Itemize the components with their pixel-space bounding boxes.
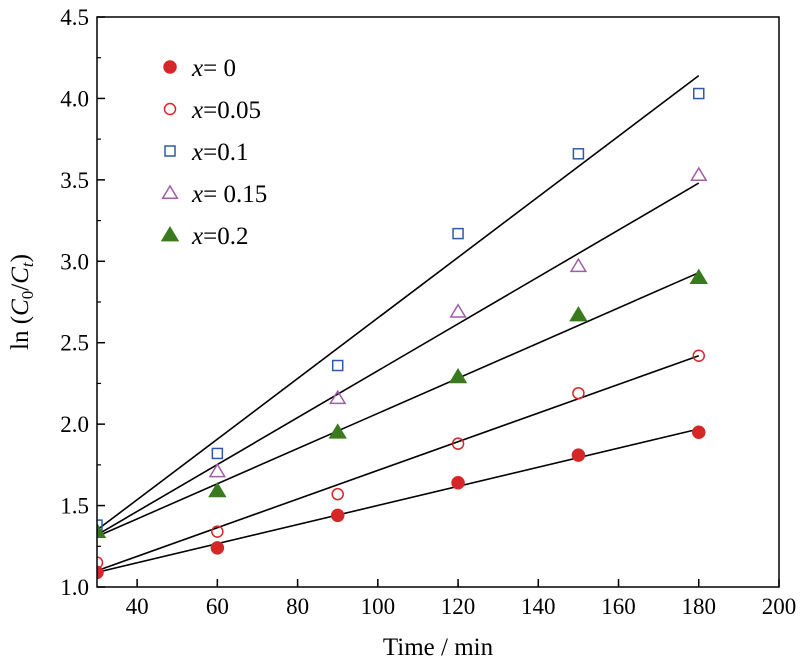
fit-line bbox=[96, 74, 700, 531]
data-point bbox=[569, 257, 588, 273]
data-point bbox=[452, 227, 464, 240]
legend-label: x= 0 bbox=[191, 55, 236, 82]
y-tick-label: 3.0 bbox=[60, 249, 89, 274]
y-axis-title-prefix: ln ( bbox=[7, 316, 34, 350]
legend-label: x=0.05 bbox=[191, 97, 261, 124]
legend-variable: x bbox=[191, 55, 203, 82]
data-point bbox=[569, 306, 588, 322]
legend-variable: x bbox=[191, 223, 203, 250]
data-point bbox=[571, 448, 586, 462]
y-tick-label: 2.5 bbox=[60, 331, 89, 356]
data-point bbox=[449, 303, 467, 318]
y-axis-ticks: 1.0 1.5 2.0 2.5 3.0 3.5 4.0 4.5 bbox=[60, 5, 105, 600]
data-point bbox=[97, 565, 104, 580]
data-point bbox=[572, 386, 585, 400]
data-point bbox=[330, 508, 345, 523]
data-point bbox=[97, 522, 107, 539]
y-axis-title-ct: C bbox=[7, 267, 34, 284]
data-point bbox=[211, 525, 224, 538]
y-tick-label: 2.0 bbox=[60, 412, 89, 437]
legend-value: =0.2 bbox=[203, 223, 248, 250]
x-tick-label: 120 bbox=[441, 594, 476, 619]
data-point bbox=[331, 359, 344, 372]
legend-variable: x bbox=[191, 97, 203, 124]
legend-marker bbox=[164, 145, 176, 157]
y-axis-title: ln (C0/Ct) bbox=[7, 254, 37, 350]
legend-value: = 0.15 bbox=[203, 181, 267, 208]
y-axis-title-c0-sub: 0 bbox=[18, 291, 37, 300]
data-point bbox=[331, 487, 344, 501]
fit-line bbox=[96, 428, 699, 574]
x-tick-label: 160 bbox=[601, 594, 636, 619]
y-tick-label: 3.5 bbox=[60, 168, 89, 193]
y-axis-title-c0: C bbox=[7, 299, 34, 316]
legend-variable: x bbox=[191, 181, 203, 208]
y-axis-title-suffix: ) bbox=[7, 254, 34, 262]
x-tick-label: 40 bbox=[126, 594, 149, 619]
data-point bbox=[692, 349, 706, 362]
legend-marker bbox=[163, 60, 177, 74]
y-tick-label: 4.5 bbox=[60, 5, 89, 30]
data-point bbox=[97, 519, 103, 531]
y-axis-title-ct-sub: t bbox=[18, 261, 37, 267]
data-point bbox=[693, 87, 705, 100]
legend-label: x=0.1 bbox=[191, 139, 248, 166]
data-point bbox=[211, 447, 224, 460]
data-point bbox=[692, 425, 706, 440]
legend-value: =0.1 bbox=[203, 139, 248, 166]
x-tick-label: 100 bbox=[361, 594, 396, 619]
x-tick-label: 80 bbox=[286, 594, 309, 619]
legend-value: =0.05 bbox=[203, 97, 261, 124]
y-tick-label: 4.0 bbox=[60, 86, 89, 111]
legend-label: x= 0.15 bbox=[191, 181, 267, 208]
data-point bbox=[208, 462, 227, 478]
data-point bbox=[328, 423, 347, 439]
legend-variable: x bbox=[191, 139, 203, 166]
fit-lines bbox=[96, 74, 700, 574]
legend-value: = 0 bbox=[203, 55, 236, 82]
data-point bbox=[690, 166, 708, 181]
fit-line bbox=[96, 182, 700, 536]
fit-line bbox=[96, 354, 700, 572]
x-tick-label: 180 bbox=[682, 594, 717, 619]
data-point bbox=[689, 268, 708, 284]
y-tick-label: 1.5 bbox=[60, 494, 89, 519]
y-tick-label: 1.0 bbox=[60, 575, 89, 600]
legend-label: x=0.2 bbox=[191, 223, 248, 250]
legend-marker bbox=[161, 184, 179, 199]
data-point bbox=[210, 541, 225, 555]
data-point bbox=[572, 148, 585, 160]
fit-line bbox=[96, 271, 700, 538]
x-axis-ticks: 40 60 80 100 120 140 160 180 200 bbox=[126, 579, 797, 619]
data-point bbox=[451, 437, 465, 450]
data-markers bbox=[97, 87, 708, 580]
plot-frame bbox=[96, 16, 780, 588]
legend-marker bbox=[163, 102, 177, 116]
data-point bbox=[329, 389, 347, 405]
legend: x= 0x=0.05x=0.1x= 0.15x=0.2 bbox=[160, 55, 267, 250]
data-point bbox=[97, 556, 104, 569]
x-tick-label: 60 bbox=[206, 594, 229, 619]
x-axis-title: Time / min bbox=[383, 634, 494, 661]
data-point bbox=[208, 481, 227, 498]
data-point bbox=[451, 476, 465, 490]
x-tick-label: 140 bbox=[521, 594, 556, 619]
legend-marker bbox=[160, 226, 180, 242]
y-axis-title-slash: / bbox=[7, 284, 34, 291]
data-point bbox=[448, 367, 468, 384]
x-tick-label: 200 bbox=[762, 594, 797, 619]
